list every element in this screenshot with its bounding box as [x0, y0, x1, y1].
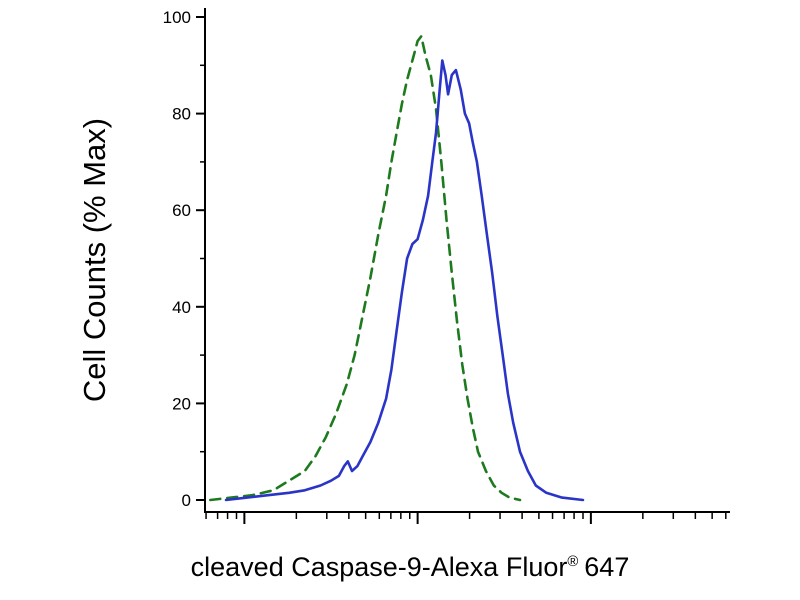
y-axis-tick-label: 20 — [172, 394, 191, 413]
y-axis-tick-label: 60 — [172, 201, 191, 220]
series-path-dashed — [209, 35, 522, 502]
x-axis-title-suffix: 647 — [584, 552, 630, 582]
registered-trademark-symbol: ® — [567, 554, 579, 570]
y-axis-tick-label: 100 — [163, 8, 191, 27]
y-axis-tick-label: 40 — [172, 298, 191, 317]
y-axis-tick-label: 0 — [182, 491, 191, 510]
y-axis-tick-label: 80 — [172, 105, 191, 124]
series-path-solid — [224, 59, 585, 502]
y-axis-title: Cell Counts (% Max) — [77, 117, 112, 403]
x-axis-title: cleaved Caspase-9-Alexa Fluor® 647 — [110, 552, 710, 583]
x-axis-title-main: cleaved Caspase-9-Alexa Fluor — [190, 552, 568, 582]
